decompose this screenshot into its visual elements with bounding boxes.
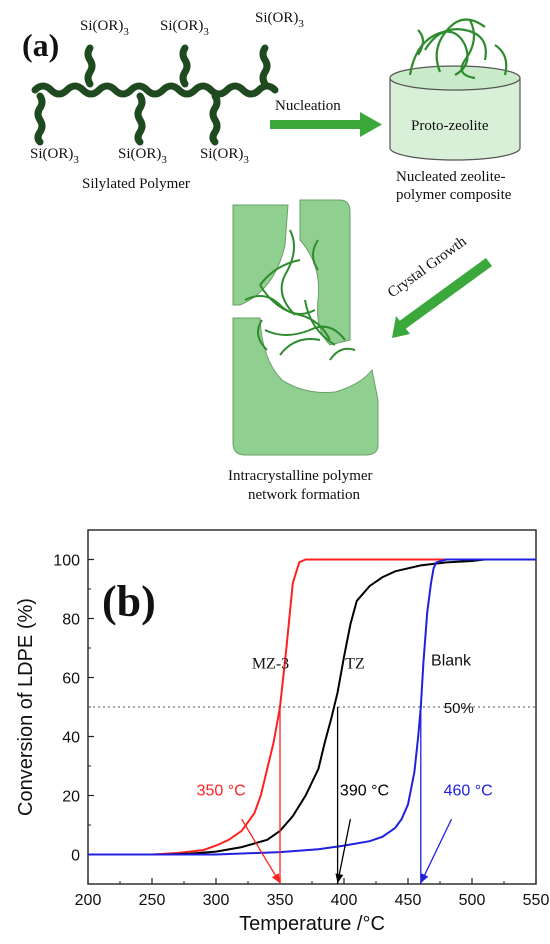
panel-b-label: (b) bbox=[102, 577, 156, 626]
annotation-arrow-460 bbox=[420, 818, 453, 884]
x-tick-label-200: 200 bbox=[75, 892, 102, 909]
x-tick-label-300: 300 bbox=[203, 892, 230, 909]
series-line-mz-3 bbox=[88, 558, 536, 856]
side-chain-down-2 bbox=[134, 92, 146, 146]
y-tick-label-60: 60 bbox=[62, 671, 80, 688]
crystal-growth-arrow bbox=[392, 258, 492, 338]
x-tick-label-550: 550 bbox=[523, 892, 550, 909]
conversion-chart: 200 250 300 350 400 450 500 550 0 20 40 60 80 100 50% M… bbox=[15, 529, 550, 935]
side-chain-down-3 bbox=[209, 92, 221, 146]
x-tick-label-250: 250 bbox=[139, 892, 166, 909]
y-tick-label-40: 40 bbox=[62, 730, 80, 747]
side-chain-down-1 bbox=[34, 92, 46, 146]
annotation-arrowhead-350 bbox=[271, 873, 280, 883]
series-line-tz bbox=[88, 558, 536, 856]
side-chain-up-2 bbox=[179, 44, 191, 88]
x-axis-label: Temperature /°C bbox=[239, 913, 385, 935]
si-label-bottom-3: Si(OR)3 bbox=[200, 146, 249, 166]
y-tick-label-20: 20 bbox=[62, 789, 80, 806]
si-label-top-1: Si(OR)3 bbox=[80, 18, 129, 38]
panel-a-label: (a) bbox=[22, 27, 59, 63]
series-name-label-tz: TZ bbox=[345, 656, 365, 673]
series-name-label-mz-3: MZ-3 bbox=[252, 656, 289, 673]
annotation-label-395: 390 °C bbox=[340, 783, 389, 800]
schematic-panel-a: (a) Si(OR)3 Si(OR)3 Si(OR)3 Si(OR)3 Si(O… bbox=[22, 10, 521, 503]
side-chain-up-3 bbox=[259, 44, 271, 88]
annotation-arrow-350 bbox=[241, 818, 281, 884]
annotation-arrow-395 bbox=[336, 818, 352, 884]
plot-frame bbox=[87, 529, 537, 885]
intracrystalline-caption-line2: network formation bbox=[248, 487, 361, 503]
series-line-blank bbox=[88, 558, 536, 856]
plot-layer: 200 250 300 350 400 450 500 550 0 20 40 60 80 100 50% M… bbox=[53, 529, 550, 909]
proto-zeolite-cylinder: Proto-zeolite bbox=[389, 18, 521, 161]
x-tick-label-350: 350 bbox=[267, 892, 294, 909]
nucleation-arrow bbox=[270, 112, 382, 137]
reference-line-label: 50% bbox=[444, 700, 474, 717]
y-axis-label: Conversion of LDPE (%) bbox=[15, 598, 37, 816]
annotation-arrowhead-460 bbox=[420, 873, 429, 883]
si-label-bottom-1: Si(OR)3 bbox=[30, 146, 79, 166]
y-tick-label-80: 80 bbox=[62, 612, 80, 629]
y-tick-label-100: 100 bbox=[53, 553, 80, 570]
nucleated-caption-line2: polymer composite bbox=[396, 187, 512, 203]
x-tick-label-450: 450 bbox=[395, 892, 422, 909]
proto-zeolite-label: Proto-zeolite bbox=[411, 118, 489, 134]
series-name-label-blank: Blank bbox=[431, 653, 472, 670]
intracrystalline-caption-line1: Intracrystalline polymer bbox=[228, 468, 373, 484]
si-label-top-2: Si(OR)3 bbox=[160, 18, 209, 38]
side-chain-up-1 bbox=[84, 44, 96, 88]
si-label-bottom-2: Si(OR)3 bbox=[118, 146, 167, 166]
nucleated-caption-line1: Nucleated zeolite- bbox=[396, 169, 506, 185]
annotation-arrowhead-395 bbox=[335, 873, 344, 883]
annotation-label-460: 460 °C bbox=[444, 783, 493, 800]
y-tick-label-0: 0 bbox=[71, 848, 80, 865]
x-tick-label-400: 400 bbox=[331, 892, 358, 909]
polymer-backbone bbox=[31, 82, 279, 98]
silylated-polymer-graphic bbox=[31, 44, 279, 146]
annotation-label-350: 350 °C bbox=[197, 783, 246, 800]
x-tick-label-500: 500 bbox=[459, 892, 486, 909]
si-label-top-3: Si(OR)3 bbox=[255, 10, 304, 30]
intracrystalline-composite bbox=[232, 199, 379, 456]
nucleation-label: Nucleation bbox=[275, 98, 341, 114]
silylated-polymer-caption: Silylated Polymer bbox=[82, 176, 190, 192]
